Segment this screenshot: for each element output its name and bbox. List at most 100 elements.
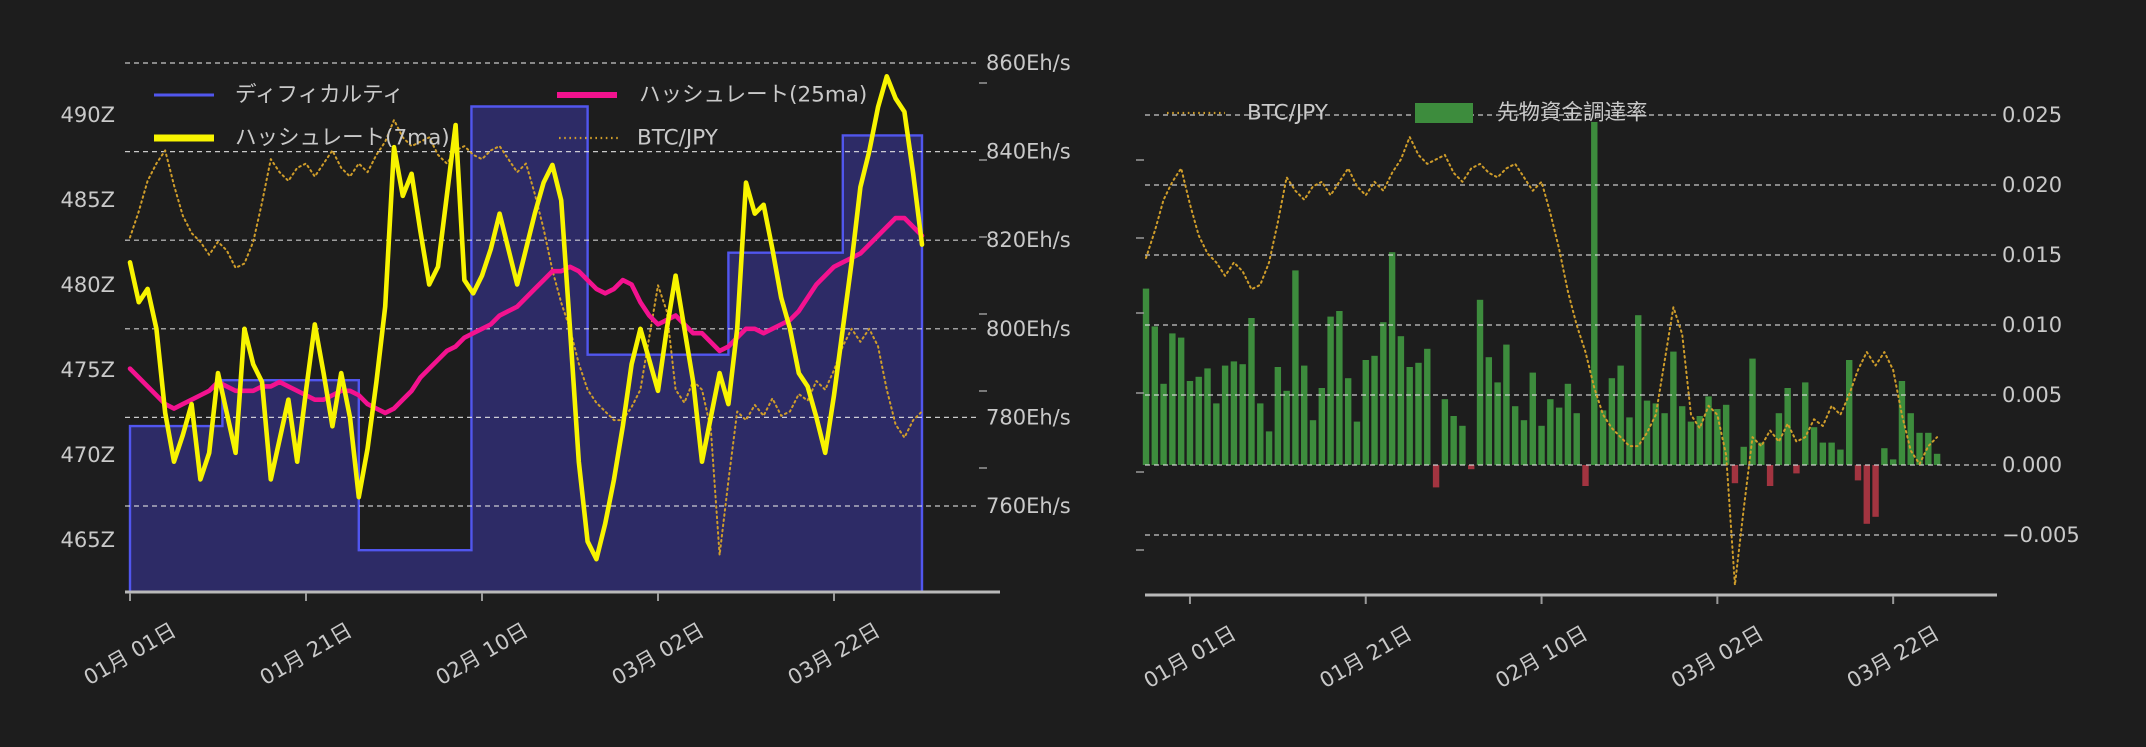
funding-bar-positive [1714, 409, 1721, 465]
legend-item: BTC/JPY [559, 126, 719, 151]
difficulty-hashrate-chart: 860Eh/s 840Eh/s 820Eh/s 800Eh/s 780Eh/s 760Eh… [61, 51, 1071, 690]
funding-bar-positive [1301, 365, 1308, 465]
funding-bar-negative [1854, 465, 1862, 481]
funding-bar-positive [1239, 364, 1246, 465]
funding-bar-positive [1424, 348, 1431, 465]
funding-bar-positive [1371, 355, 1378, 465]
right-axis-tick-label: 0.000 [2002, 453, 2062, 477]
right-axis-tick-label: −0.005 [2002, 523, 2080, 547]
x-axis-date-label: 01月 21日 [1316, 621, 1416, 693]
funding-bar-positive [1547, 399, 1554, 465]
right-axis-tick-label: 0.005 [2002, 383, 2062, 407]
funding-bar-positive [1415, 362, 1422, 465]
funding-bar-positive [1696, 416, 1703, 465]
funding-bar-positive [1520, 420, 1528, 465]
funding-bar-positive [1802, 382, 1809, 465]
funding-bar-positive [1775, 413, 1783, 465]
funding-bar-negative [1432, 465, 1440, 488]
funding-bar-positive [1441, 399, 1449, 465]
x-axis-date-label: 01月 01日 [1140, 621, 1240, 693]
funding-bar-positive [1916, 432, 1923, 465]
legend-item: ハッシュレート(25ma) [557, 83, 867, 108]
left-axis-tick-label: 470Z [61, 443, 115, 467]
x-axis-date-label: 03月 02日 [1667, 621, 1767, 693]
funding-bar-positive [1344, 378, 1352, 465]
funding-bar-positive [1643, 400, 1651, 465]
funding-bar-positive [1213, 403, 1220, 465]
funding-bar-positive [1283, 390, 1290, 465]
funding-bar-positive [1889, 459, 1897, 465]
funding-bar-positive [1142, 288, 1150, 465]
legend-label: BTC/JPY [1247, 101, 1329, 126]
funding-bar-positive [1318, 388, 1325, 465]
funding-bar-positive [1327, 316, 1334, 465]
funding-bar-positive [1177, 337, 1185, 465]
funding-bar-negative [1731, 465, 1739, 484]
funding-bar-positive [1635, 315, 1642, 465]
legend-label: ハッシュレート(25ma) [639, 83, 867, 108]
right-axis-tick-label: 780Eh/s [986, 405, 1071, 429]
funding-bar-positive [1573, 413, 1580, 465]
right-axis-tick-label: 0.025 [2002, 103, 2062, 127]
funding-bar-positive [1397, 336, 1405, 465]
funding-bar-positive [1195, 376, 1202, 465]
left-axis-tick-label: 480Z [61, 273, 115, 297]
funding-bar-positive [1160, 383, 1167, 465]
funding-bar-positive [1494, 382, 1501, 465]
funding-bar-positive [1169, 333, 1176, 465]
funding-bar-positive [1652, 403, 1660, 465]
funding-bar-positive [1380, 322, 1387, 465]
funding-bar-positive [1687, 421, 1695, 465]
legend-label: 先物資金調達率 [1497, 101, 1648, 126]
right-axis-tick-label: 760Eh/s [986, 494, 1071, 518]
funding-bar-positive [1784, 388, 1791, 465]
right-axis-tick-label: 860Eh/s [986, 51, 1071, 75]
right-axis-tick-label: 0.020 [2002, 173, 2062, 197]
funding-bar-positive [1925, 432, 1932, 465]
right-axis-tick-label: 0.010 [2002, 313, 2062, 337]
funding-bar-negative [1793, 465, 1800, 474]
funding-bar-positive [1538, 425, 1545, 465]
legend-item: 先物資金調達率 [1415, 101, 1648, 126]
x-axis-date-label: 01月 01日 [80, 618, 180, 690]
funding-bar-negative [1468, 465, 1475, 470]
funding-bar-positive [1881, 448, 1888, 465]
funding-bar-positive [1678, 406, 1686, 465]
funding-bar-negative [1863, 465, 1870, 524]
funding-bar-negative [1582, 465, 1589, 486]
funding-bar-negative [1872, 465, 1879, 517]
left-axis-tick-label: 475Z [61, 358, 115, 382]
legend-swatch-patch [1415, 103, 1473, 123]
funding-bar-positive [1485, 357, 1493, 465]
funding-bar-positive [1476, 299, 1484, 465]
funding-bar-negative [1766, 465, 1774, 486]
funding-bar-positive [1151, 326, 1158, 465]
funding-bar-positive [1248, 318, 1255, 465]
legend-label: BTC/JPY [637, 126, 719, 151]
legend-item: BTC/JPY [1167, 101, 1329, 126]
x-axis-date-label: 02月 10日 [432, 618, 532, 690]
right-chart-legend: BTC/JPY 先物資金調達率 [1167, 101, 1648, 126]
funding-bar-positive [1907, 413, 1914, 465]
funding-bar-positive [1819, 442, 1827, 465]
funding-bar-positive [1758, 442, 1765, 465]
funding-bar-positive [1186, 381, 1194, 465]
funding-bar-positive [1388, 252, 1396, 465]
funding-bar-positive [1450, 416, 1457, 465]
funding-bar-positive [1292, 270, 1299, 465]
funding-bar-positive [1511, 406, 1519, 465]
funding-bar-positive [1265, 431, 1273, 465]
funding-bar-positive [1626, 417, 1633, 465]
funding-bar-positive [1740, 446, 1747, 465]
right-axis-tick-label: 820Eh/s [986, 228, 1071, 252]
funding-bar-positive [1564, 383, 1572, 465]
funding-bar-positive [1670, 351, 1677, 465]
x-axis-date-label: 03月 02日 [608, 618, 708, 690]
funding-bar-positive [1617, 365, 1624, 465]
funding-bar-positive [1749, 358, 1756, 465]
x-axis-date-label: 03月 22日 [784, 618, 884, 690]
funding-bar-positive [1661, 413, 1668, 465]
funding-bar-positive [1204, 368, 1211, 465]
